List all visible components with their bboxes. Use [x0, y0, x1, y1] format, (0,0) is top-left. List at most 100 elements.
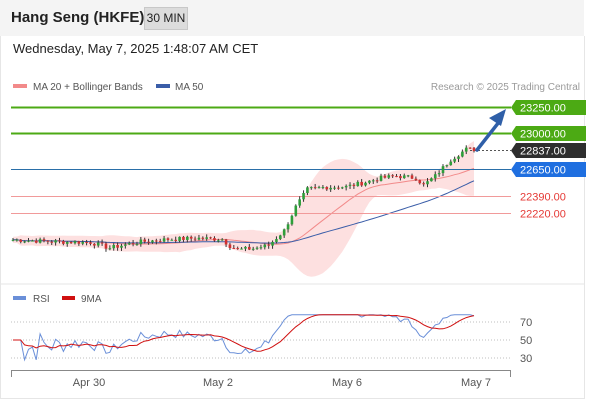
- candle-body: [65, 241, 69, 244]
- candle-body: [379, 175, 383, 181]
- candle-body: [85, 241, 88, 243]
- candle-body: [166, 238, 170, 240]
- candle-body: [162, 238, 166, 242]
- level-tag-bg: [511, 162, 586, 177]
- rsi-legend-swatch: [13, 296, 26, 300]
- candle-body: [294, 205, 298, 216]
- candle-body: [333, 187, 336, 189]
- candle-body: [244, 246, 247, 249]
- candlesticks: [11, 145, 476, 252]
- candle-body: [209, 237, 212, 239]
- candle-body: [182, 236, 185, 240]
- candle-body: [375, 180, 379, 182]
- candle-body: [155, 240, 158, 242]
- rsi-gridlines: 70 50 30: [11, 317, 532, 365]
- candle-body: [23, 241, 26, 243]
- copyright-label: Research © 2025 Trading Central: [431, 82, 580, 93]
- rsi-tick-label: 70: [520, 317, 532, 329]
- level-tag-label: 22390.00: [520, 192, 566, 204]
- candle-body: [306, 187, 309, 193]
- candle-body: [127, 243, 131, 245]
- candle-body: [309, 187, 313, 189]
- candle-body: [402, 175, 406, 179]
- candle-body: [391, 175, 394, 177]
- candle-body: [220, 239, 224, 241]
- candle-body: [422, 183, 425, 185]
- level-tag-label: 23250.00: [520, 103, 566, 115]
- candle-body: [329, 187, 332, 190]
- candle-body: [58, 240, 61, 242]
- candle-body: [441, 166, 445, 174]
- candle-body: [116, 245, 119, 248]
- candle-body: [77, 241, 81, 244]
- candle-body: [104, 243, 108, 249]
- level-tag-label: 22220.00: [520, 209, 566, 221]
- candle-body: [267, 244, 270, 246]
- candle-body: [430, 178, 433, 182]
- timeframe-button[interactable]: 30 MIN: [144, 7, 188, 30]
- candle-body: [240, 248, 243, 250]
- candle-body: [248, 246, 251, 250]
- candle-body: [139, 239, 143, 245]
- level-tag-bg: [511, 143, 586, 158]
- candle-body: [279, 235, 282, 240]
- candle-body: [457, 156, 460, 159]
- instrument-title: Hang Seng (HKFE): [11, 9, 145, 26]
- candle-body: [383, 175, 387, 178]
- candle-body: [100, 242, 104, 244]
- rsi-ma-legend-swatch: [62, 296, 75, 300]
- candle-body: [135, 244, 139, 246]
- candle-body: [217, 240, 220, 242]
- candle-body: [27, 240, 30, 242]
- ma50-legend-label: MA 50: [175, 82, 204, 93]
- candle-body: [406, 175, 410, 177]
- level-lines: [11, 106, 511, 214]
- x-tick-label: May 7: [461, 377, 491, 389]
- candle-body: [313, 187, 317, 189]
- candle-body: [189, 236, 193, 239]
- candle-body: [147, 241, 150, 243]
- candle-body: [449, 161, 453, 166]
- candle-body: [371, 180, 375, 182]
- candle-body: [395, 176, 398, 178]
- rsi-ma-legend-label: 9MA: [81, 294, 102, 305]
- candle-body: [437, 173, 441, 175]
- candle-body: [193, 238, 197, 240]
- candle-body: [112, 245, 116, 249]
- candle-body: [73, 241, 77, 244]
- candle-body: [224, 239, 228, 245]
- candle-body: [461, 151, 464, 157]
- x-tick-label: May 2: [203, 377, 233, 389]
- candle-body: [124, 244, 127, 246]
- candle-body: [321, 187, 325, 189]
- candle-body: [228, 244, 232, 249]
- candle-body: [54, 240, 57, 243]
- candle-body: [356, 181, 360, 187]
- rsi-line: [13, 314, 475, 362]
- candle-body: [11, 239, 15, 241]
- candle-body: [151, 240, 154, 243]
- candle-body: [317, 187, 321, 189]
- ma20-legend-label: MA 20 + Bollinger Bands: [33, 82, 143, 93]
- candle-body: [387, 175, 391, 178]
- ma50-legend-swatch: [156, 84, 170, 88]
- candle-body: [31, 240, 34, 242]
- level-tag-label: 23000.00: [520, 129, 566, 141]
- candle-body: [50, 241, 54, 243]
- candle-body: [468, 147, 472, 149]
- candle-body: [170, 239, 174, 241]
- candle-body: [15, 239, 19, 241]
- candle-body: [426, 181, 429, 185]
- level-tags: 23250.00 23000.00 22837.00 22650.00 22390.00…: [511, 100, 586, 221]
- candle-body: [255, 247, 259, 249]
- projection-arrow: [475, 109, 506, 152]
- candle-body: [340, 187, 344, 189]
- candle-body: [286, 224, 290, 230]
- candle-body: [42, 239, 46, 241]
- candle-body: [352, 184, 356, 187]
- candle-body: [174, 239, 178, 241]
- ma50-line: [12, 180, 475, 244]
- candle-body: [213, 238, 216, 241]
